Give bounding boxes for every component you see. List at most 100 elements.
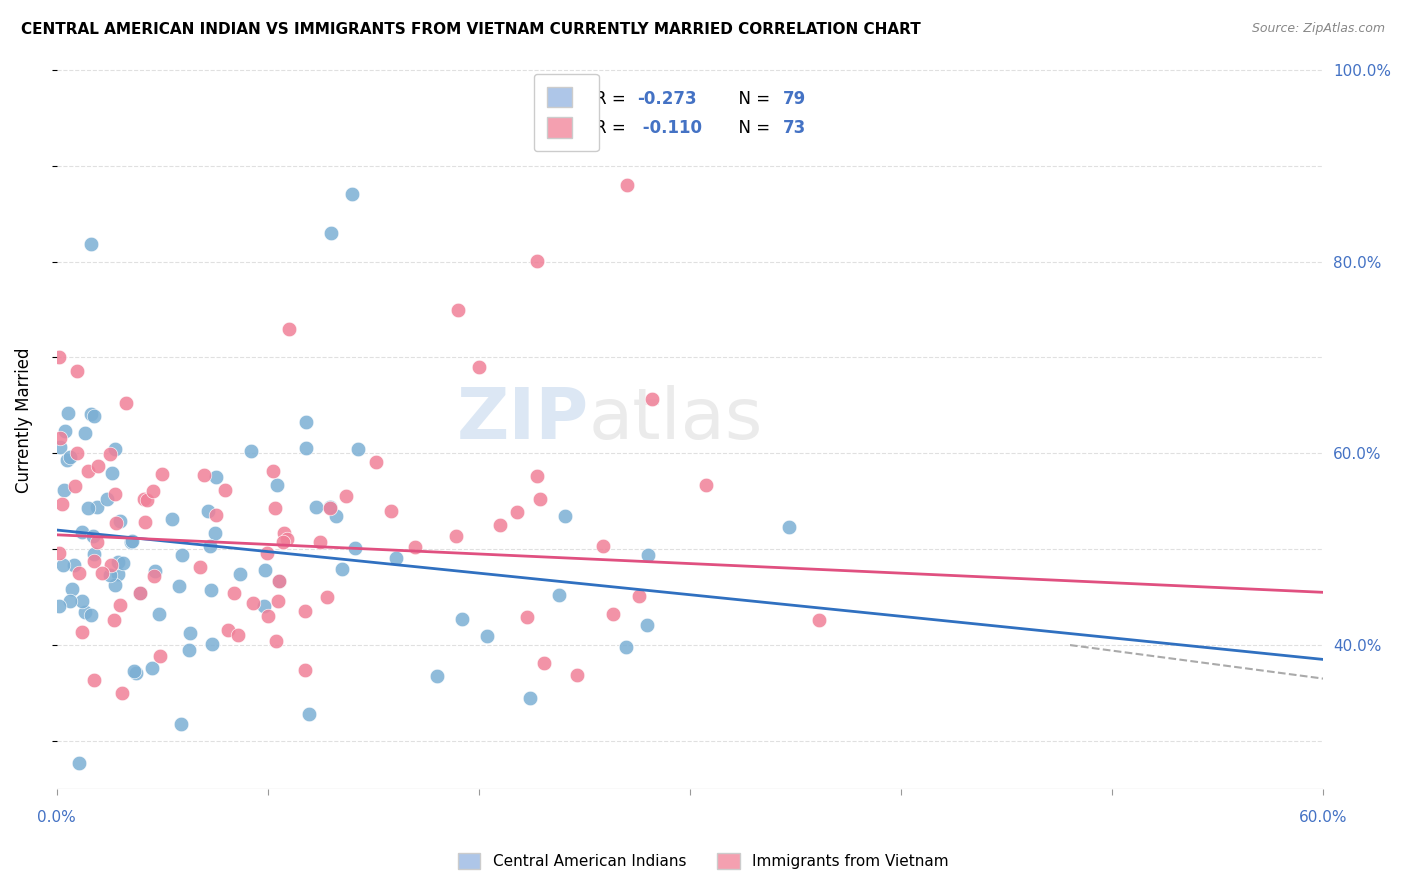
- Point: [526, 254, 548, 268]
- Text: N =: N =: [728, 120, 775, 137]
- Point: [253, 563, 276, 577]
- Point: [51, 497, 73, 511]
- Point: [240, 444, 263, 458]
- Text: CENTRAL AMERICAN INDIAN VS IMMIGRANTS FROM VIETNAM CURRENTLY MARRIED CORRELATION: CENTRAL AMERICAN INDIAN VS IMMIGRANTS FR…: [21, 22, 921, 37]
- Point: [48, 546, 70, 560]
- Point: [141, 660, 163, 674]
- Point: [205, 470, 228, 484]
- Point: [149, 648, 172, 663]
- Point: [72, 594, 94, 608]
- Text: atlas: atlas: [589, 385, 763, 454]
- Point: [264, 634, 287, 648]
- Point: [122, 665, 145, 679]
- Point: [56, 407, 79, 421]
- Point: [66, 364, 89, 378]
- Point: [107, 555, 129, 569]
- Point: [63, 558, 86, 572]
- Point: [319, 226, 342, 240]
- Point: [273, 526, 295, 541]
- Point: [253, 599, 276, 613]
- Point: [125, 665, 148, 680]
- Text: 79: 79: [782, 90, 806, 108]
- Point: [451, 612, 474, 626]
- Text: 0.0%: 0.0%: [37, 810, 76, 825]
- Point: [426, 669, 449, 683]
- Point: [226, 628, 249, 642]
- Point: [267, 574, 290, 588]
- Point: [778, 520, 800, 534]
- Point: [96, 491, 118, 506]
- Point: [256, 546, 278, 560]
- Point: [614, 640, 637, 655]
- Point: [308, 534, 330, 549]
- Point: [335, 489, 357, 503]
- Point: [100, 558, 122, 573]
- Text: R =: R =: [595, 90, 631, 108]
- Point: [148, 607, 170, 622]
- Point: [628, 589, 651, 603]
- Point: [104, 516, 127, 531]
- Point: [257, 609, 280, 624]
- Point: [98, 447, 121, 461]
- Point: [267, 594, 290, 608]
- Point: [554, 508, 576, 523]
- Point: [143, 569, 166, 583]
- Legend: , : ,: [534, 74, 599, 151]
- Point: [67, 756, 90, 770]
- Point: [616, 178, 638, 192]
- Point: [120, 535, 142, 549]
- Text: N =: N =: [728, 90, 775, 108]
- Text: R =: R =: [595, 120, 631, 137]
- Point: [86, 500, 108, 515]
- Point: [519, 690, 541, 705]
- Point: [66, 445, 89, 459]
- Point: [51, 558, 73, 572]
- Point: [79, 237, 101, 252]
- Point: [49, 440, 72, 454]
- Point: [319, 500, 342, 515]
- Point: [695, 478, 717, 492]
- Point: [142, 483, 165, 498]
- Point: [533, 656, 555, 670]
- Point: [506, 505, 529, 519]
- Point: [385, 551, 408, 566]
- Text: -0.110: -0.110: [637, 120, 702, 137]
- Point: [468, 359, 491, 374]
- Point: [343, 541, 366, 555]
- Text: Source: ZipAtlas.com: Source: ZipAtlas.com: [1251, 22, 1385, 36]
- Point: [75, 425, 97, 440]
- Point: [77, 500, 100, 515]
- Point: [83, 554, 105, 568]
- Point: [53, 483, 76, 497]
- Point: [808, 613, 831, 627]
- Point: [60, 582, 83, 597]
- Point: [172, 548, 194, 562]
- Point: [104, 487, 127, 501]
- Point: [294, 416, 316, 430]
- Point: [101, 466, 124, 480]
- Point: [547, 588, 569, 602]
- Point: [340, 187, 363, 202]
- Point: [87, 459, 110, 474]
- Text: ZIP: ZIP: [457, 385, 589, 454]
- Point: [444, 529, 467, 543]
- Point: [76, 464, 98, 478]
- Point: [205, 508, 228, 522]
- Point: [107, 567, 129, 582]
- Text: -0.273: -0.273: [637, 90, 696, 108]
- Point: [592, 539, 614, 553]
- Point: [134, 516, 156, 530]
- Point: [167, 579, 190, 593]
- Point: [201, 637, 224, 651]
- Point: [193, 468, 215, 483]
- Point: [112, 556, 135, 570]
- Point: [477, 629, 499, 643]
- Point: [55, 452, 77, 467]
- Point: [59, 450, 82, 464]
- Point: [80, 408, 103, 422]
- Point: [316, 591, 339, 605]
- Point: [298, 707, 321, 722]
- Point: [83, 547, 105, 561]
- Text: 73: 73: [782, 120, 806, 137]
- Point: [143, 564, 166, 578]
